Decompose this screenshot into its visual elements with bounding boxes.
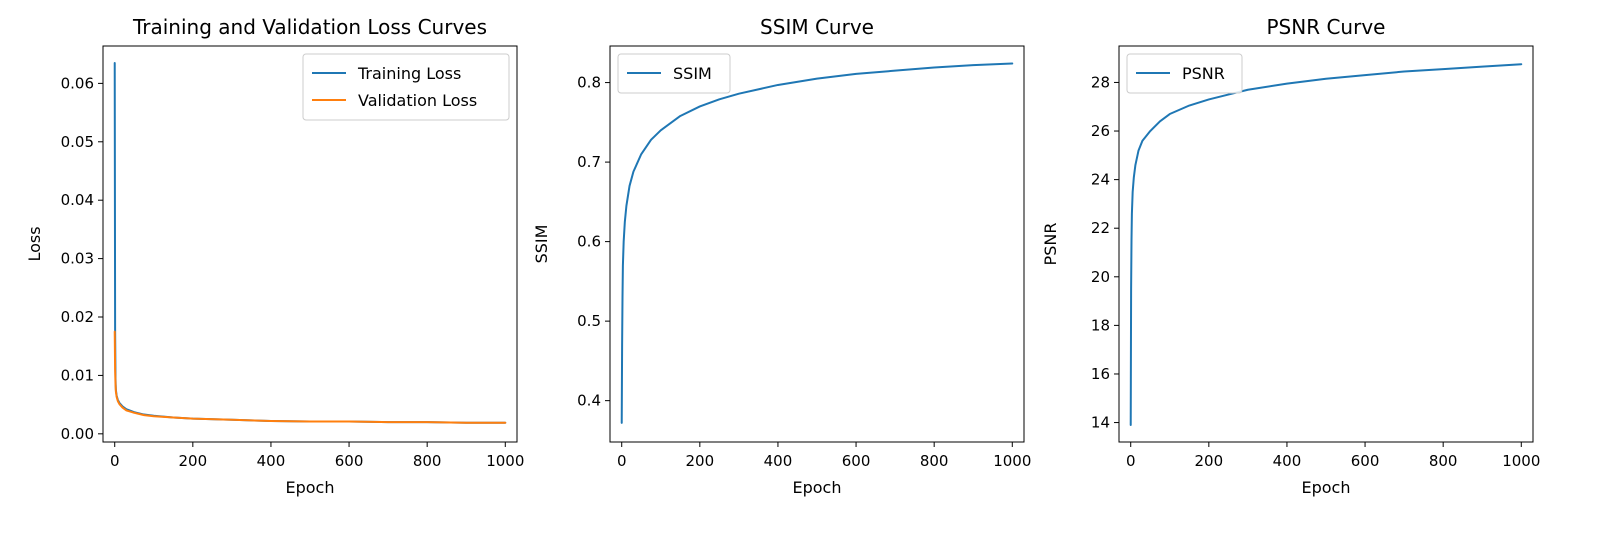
psnr-x-tick-label: 400 (1273, 452, 1302, 470)
psnr-x-tick-label: 1000 (1502, 452, 1540, 470)
ssim-legend-entry: SSIM (673, 64, 712, 83)
loss-x-tick-label: 200 (179, 452, 208, 470)
ssim-chart-title: SSIM Curve (760, 15, 874, 39)
loss-y-tick-label: 0.03 (61, 250, 94, 268)
loss-y-tick-label: 0.06 (61, 74, 94, 92)
psnr-plot-area (1129, 63, 1523, 426)
ssim-x-axis-label: Epoch (793, 478, 842, 497)
psnr-legend-entry: PSNR (1182, 64, 1225, 83)
psnr-chart-title: PSNR Curve (1267, 15, 1386, 39)
loss-y-axis-label: Loss (25, 226, 44, 261)
ssim-chart: 0 200 400 600 800 1000 0.4 0.5 0.6 0.7 0.8 SSIM Cur… (532, 15, 1031, 497)
ssim-y-tick-label: 0.8 (577, 74, 601, 92)
psnr-series-line-psnr (1129, 63, 1523, 426)
psnr-legend: PSNR (1126, 53, 1243, 94)
ssim-legend: SSIM (617, 53, 731, 94)
loss-x-tick-label: 600 (335, 452, 364, 470)
ssim-y-tick-label: 0.6 (577, 233, 601, 251)
psnr-y-tick-label: 16 (1091, 365, 1110, 383)
psnr-y-tick-label: 20 (1091, 268, 1110, 286)
loss-chart: 0 200 400 600 800 1000 0.00 0.01 0.02 0.03 0.04 0.0… (25, 15, 524, 497)
psnr-axes-frame (1118, 45, 1534, 443)
psnr-y-tick-label: 18 (1091, 316, 1110, 334)
psnr-legend-box (1126, 53, 1243, 94)
loss-chart-title: Training and Validation Loss Curves (132, 15, 487, 39)
psnr-chart: 0 200 400 600 800 1000 14 16 18 20 22 24 26 28 PSNR Cu… (1041, 15, 1540, 497)
psnr-y-tick-label: 28 (1091, 73, 1110, 91)
loss-y-tick-label: 0.02 (61, 308, 94, 326)
ssim-y-tick-label: 0.7 (577, 153, 601, 171)
psnr-x-tick-label: 800 (1429, 452, 1458, 470)
loss-plot-area (113, 61, 507, 424)
psnr-y-axis-label: PSNR (1041, 223, 1060, 266)
loss-x-axis-label: Epoch (286, 478, 335, 497)
loss-x-tick-label: 0 (110, 452, 120, 470)
ssim-axes-frame (609, 45, 1025, 443)
loss-series-line-validation-loss (113, 330, 507, 424)
psnr-y-tick-label: 26 (1091, 122, 1110, 140)
ssim-x-tick-label: 1000 (993, 452, 1031, 470)
loss-y-tick-label: 0.01 (61, 366, 94, 384)
loss-legend-entry: Validation Loss (358, 91, 477, 110)
psnr-x-tick-label: 600 (1351, 452, 1380, 470)
ssim-x-tick-label: 600 (842, 452, 871, 470)
ssim-y-axis-label: SSIM (532, 225, 551, 264)
ssim-y-tick-label: 0.4 (577, 392, 601, 410)
loss-legend-entry: Training Loss (357, 64, 461, 83)
ssim-y-tick-label: 0.5 (577, 312, 601, 330)
loss-legend-box (302, 53, 510, 121)
loss-axes-frame (102, 45, 518, 443)
ssim-x-tick-label: 400 (764, 452, 793, 470)
loss-y-tick-label: 0.04 (61, 191, 94, 209)
ssim-series-line-ssim (620, 62, 1014, 424)
loss-x-tick-label: 400 (257, 452, 286, 470)
psnr-x-tick-label: 200 (1195, 452, 1224, 470)
psnr-y-tick-label: 22 (1091, 219, 1110, 237)
ssim-legend-box (617, 53, 731, 94)
loss-x-tick-label: 800 (413, 452, 442, 470)
psnr-y-tick-label: 14 (1091, 414, 1110, 432)
loss-legend: Training Loss Validation Loss (302, 53, 510, 121)
loss-x-tick-label: 1000 (486, 452, 524, 470)
psnr-x-axis-label: Epoch (1302, 478, 1351, 497)
loss-y-tick-label: 0.05 (61, 133, 94, 151)
ssim-x-tick-label: 200 (686, 452, 715, 470)
psnr-x-tick-label: 0 (1126, 452, 1136, 470)
ssim-plot-area (620, 62, 1014, 424)
ssim-x-tick-label: 800 (920, 452, 949, 470)
loss-y-tick-label: 0.00 (61, 425, 94, 443)
ssim-x-tick-label: 0 (617, 452, 627, 470)
psnr-y-tick-label: 24 (1091, 171, 1110, 189)
